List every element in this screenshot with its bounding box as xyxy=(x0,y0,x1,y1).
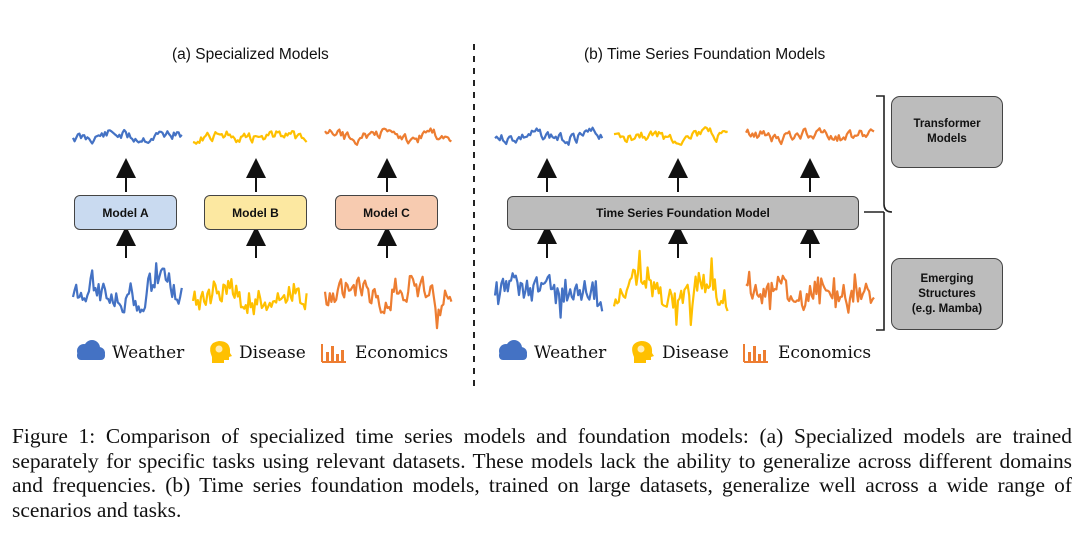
cloud-icon xyxy=(499,340,527,360)
weather-input-wave-a xyxy=(71,262,183,314)
arrow-group xyxy=(116,158,820,258)
figure: (a) Specialized Models (b) Time Series F… xyxy=(71,44,1003,388)
model-c-label: Model C xyxy=(363,205,410,220)
foundation-model-box: Time Series Foundation Model xyxy=(507,196,859,230)
transformer-line-2: Models xyxy=(927,133,967,145)
disease-input-wave-a xyxy=(191,278,308,316)
disease-output-wave-a xyxy=(192,130,308,145)
figure-caption: Figure 1: Comparison of specialized time… xyxy=(12,424,1072,522)
panel-a-title: (a) Specialized Models xyxy=(172,46,329,63)
emerging-line-1: Emerging xyxy=(920,272,974,285)
weather-label-a: Weather xyxy=(112,343,185,363)
disease-input-wave-b xyxy=(612,249,729,327)
bracket-brace xyxy=(864,95,893,331)
economics-output-wave-a xyxy=(324,127,452,146)
economics-output-wave-b xyxy=(745,127,875,146)
bar-chart-icon xyxy=(743,344,768,363)
disease-label-b: Disease xyxy=(662,343,729,363)
model-a-label: Model A xyxy=(102,205,149,220)
weather-output-wave-a xyxy=(72,128,183,145)
emerging-line-3: (e.g. Mamba) xyxy=(911,302,983,315)
economics-input-wave-a xyxy=(323,274,453,330)
cloud-icon xyxy=(77,340,105,360)
wave-series-group xyxy=(71,126,875,330)
model-b-box: Model B xyxy=(204,195,307,230)
model-a-box: Model A xyxy=(74,195,177,230)
foundation-model-label: Time Series Foundation Model xyxy=(596,206,770,220)
weather-label-b: Weather xyxy=(534,343,607,363)
emerging-structures-box: Emerging Structures (e.g. Mamba) xyxy=(891,258,1003,330)
emerging-line-2: Structures xyxy=(918,287,976,300)
model-b-label: Model B xyxy=(232,205,279,220)
bar-chart-icon xyxy=(321,344,346,363)
brain-head-icon xyxy=(632,341,654,363)
brain-head-icon xyxy=(210,341,232,363)
transformer-models-box: Transformer Models xyxy=(891,96,1003,168)
figure-graphics xyxy=(71,44,893,388)
weather-output-wave-b xyxy=(494,126,604,146)
model-c-box: Model C xyxy=(335,195,438,230)
economics-input-wave-b xyxy=(745,270,875,314)
icon-group xyxy=(77,340,768,363)
economics-label-b: Economics xyxy=(778,343,872,363)
weather-input-wave-b xyxy=(493,272,604,319)
disease-label-a: Disease xyxy=(239,343,306,363)
economics-label-a: Economics xyxy=(355,343,449,363)
panel-b-title: (b) Time Series Foundation Models xyxy=(584,46,826,63)
disease-output-wave-b xyxy=(613,126,729,146)
transformer-line-1: Transformer xyxy=(913,118,981,130)
